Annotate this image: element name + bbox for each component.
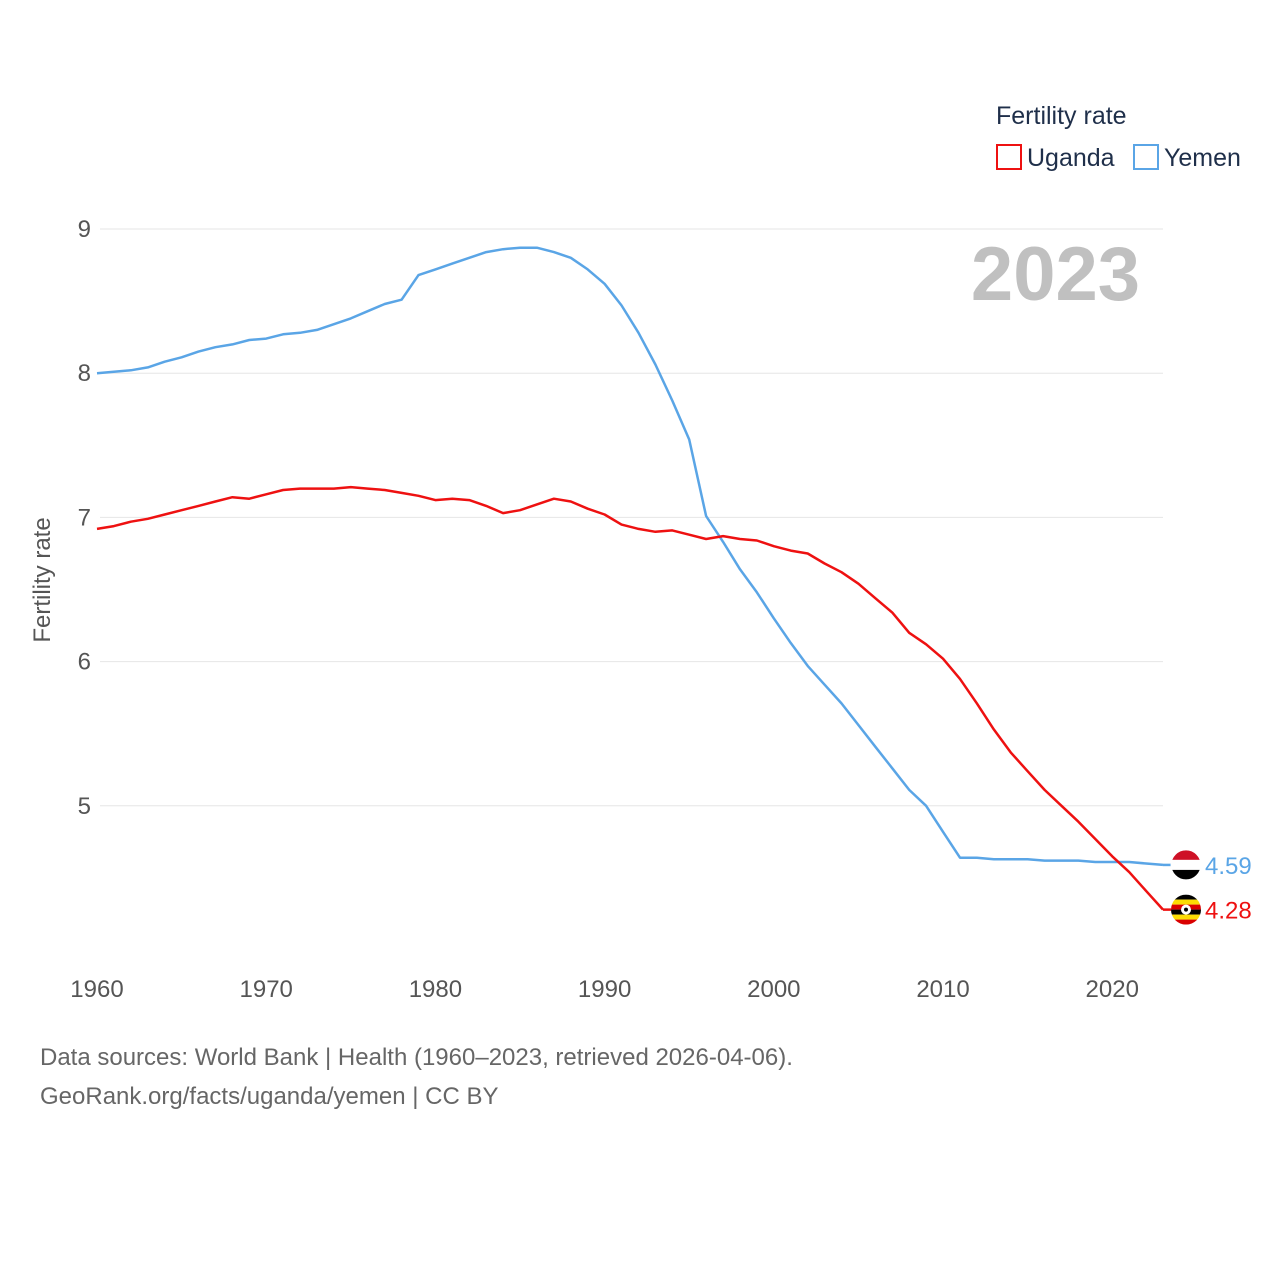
series-lines	[96, 246, 1171, 911]
uganda-end-value: 4.28	[1205, 898, 1252, 925]
uganda-end-marker: 4.28	[1171, 894, 1252, 925]
x-axis-ticks: 1960 1970 1980 1990 2000 2010 2020	[70, 976, 1139, 1003]
footer-credit-link[interactable]: GeoRank.org/facts/uganda/yemen | CC BY	[40, 1083, 499, 1110]
legend: Fertility rate Uganda Yemen	[996, 102, 1241, 172]
legend-swatch-yemen[interactable]	[1133, 144, 1159, 170]
y-tick-label: 8	[78, 360, 91, 387]
year-watermark: 2023	[971, 232, 1140, 317]
legend-title: Fertility rate	[996, 102, 1127, 130]
x-tick-label: 1980	[409, 976, 462, 1003]
series-line-yemen	[96, 246, 1164, 867]
x-tick-label: 1970	[240, 976, 293, 1003]
yemen-end-value: 4.59	[1205, 853, 1252, 880]
legend-swatch-uganda[interactable]	[996, 144, 1022, 170]
y-tick-label: 9	[78, 216, 91, 243]
series-line-uganda	[96, 485, 1164, 911]
y-axis-title: Fertility rate	[29, 517, 56, 642]
grid-lines	[100, 228, 1163, 807]
footer-data-sources: Data sources: World Bank | Health (1960–…	[40, 1044, 793, 1071]
x-tick-label: 2010	[916, 976, 969, 1003]
x-tick-label: 2020	[1086, 976, 1139, 1003]
legend-label-yemen[interactable]: Yemen	[1164, 144, 1241, 172]
x-tick-label: 2000	[747, 976, 800, 1003]
uganda-flag-icon	[1171, 894, 1201, 925]
y-tick-label: 6	[78, 649, 91, 676]
y-tick-label: 7	[78, 504, 91, 531]
y-tick-label: 5	[78, 793, 91, 820]
legend-label-uganda[interactable]: Uganda	[1027, 144, 1115, 172]
x-tick-label: 1960	[70, 976, 123, 1003]
yemen-end-marker: 4.59	[1170, 849, 1252, 881]
y-axis-ticks: 5 6 7 8 9	[78, 216, 91, 820]
yemen-flag-icon	[1171, 849, 1201, 880]
x-tick-label: 1990	[578, 976, 631, 1003]
